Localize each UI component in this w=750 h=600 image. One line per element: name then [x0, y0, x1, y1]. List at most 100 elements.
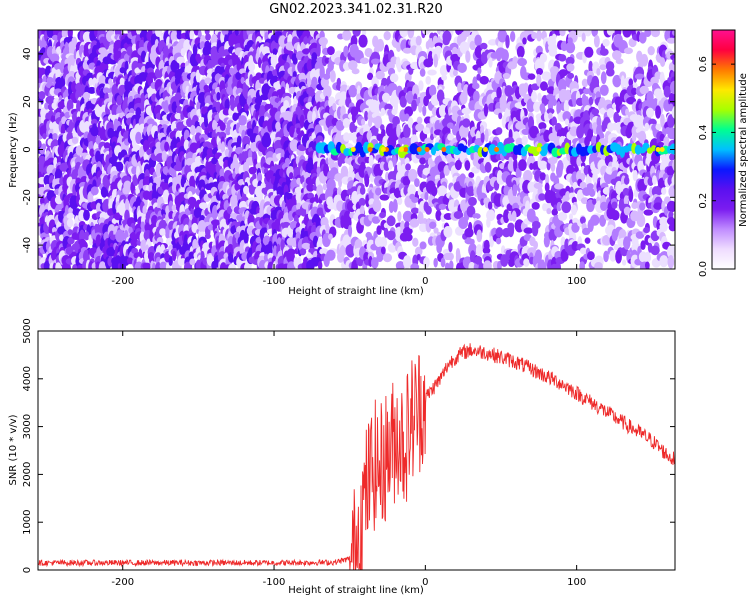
spectrogram-cell: [370, 257, 379, 269]
spectrogram-cell: [293, 256, 299, 268]
spectrogram-cell: [257, 172, 263, 183]
spectrogram-cell: [505, 34, 510, 49]
spectrogram-cell: [358, 34, 368, 48]
carrier-peak-point: [659, 147, 665, 152]
spectrogram-cell: [611, 210, 620, 221]
spectrogram-cell: [622, 30, 632, 38]
spectrogram-cell: [470, 238, 475, 245]
spectrogram-cell: [557, 211, 568, 221]
spectrogram-cell: [190, 124, 196, 136]
spectrogram-cell: [317, 260, 323, 269]
spectrogram-cell: [601, 234, 612, 246]
spectrogram-cell: [411, 99, 417, 112]
spectrogram-cell: [90, 126, 100, 137]
spectrogram-cell: [270, 54, 278, 68]
spectrogram-cell: [457, 82, 463, 93]
spectrogram-cell: [90, 186, 99, 196]
spectrogram-cell: [483, 103, 489, 117]
spectrogram-cell: [380, 246, 386, 255]
spectrogram-cell: [332, 103, 337, 111]
spectrogram-cell: [422, 105, 427, 117]
spectrogram-cell: [386, 215, 396, 227]
spectrogram-cell: [95, 202, 102, 214]
spectrogram-cell: [258, 77, 266, 84]
spectrogram-cell: [326, 249, 336, 261]
spectrogram-cell: [165, 231, 171, 239]
spectrogram-cell: [537, 259, 547, 269]
spectrogram-cell: [383, 30, 391, 41]
spectrogram-cell: [402, 255, 412, 269]
spectrogram-cell: [660, 113, 665, 128]
spectrogram-cell: [536, 30, 542, 42]
spectrogram-cell: [364, 110, 369, 122]
spectrogram-cell: [189, 30, 195, 41]
spectrogram-cell: [244, 103, 249, 112]
spectrogram-cell: [299, 248, 307, 256]
spectrogram-cell: [572, 181, 578, 190]
spectrogram-cell: [484, 128, 489, 143]
spectrogram-cell: [447, 252, 454, 261]
carrier-peak-point: [416, 147, 422, 152]
spectrogram-cell: [396, 123, 401, 138]
spectrogram-cell: [336, 200, 345, 212]
spectrogram-cell: [640, 240, 646, 251]
spectrogram-cell: [659, 57, 666, 67]
spectrogram-cell: [433, 257, 438, 268]
spectrogram-cell: [395, 42, 402, 52]
spectrogram-cell: [551, 208, 558, 216]
spectrogram-cell: [593, 34, 600, 48]
snr-x-tick-label: 100: [567, 577, 586, 588]
spectrogram-cell: [506, 137, 515, 144]
spectrogram-cell: [523, 82, 529, 93]
spectrogram-cell: [327, 46, 335, 56]
spectrogram-cell: [599, 84, 609, 96]
spectrogram-cell: [639, 202, 646, 211]
spectrogram-cell: [216, 91, 221, 101]
spectrogram-cell: [112, 200, 117, 215]
spectrogram-cell: [248, 185, 255, 195]
spectrogram-cell: [531, 91, 538, 103]
spectrogram-cell: [512, 56, 518, 65]
spectrogram-cell: [68, 206, 74, 215]
spectrogram-cell: [558, 54, 567, 62]
spectrogram-cell: [639, 85, 649, 95]
spectrogram-cell: [399, 30, 409, 38]
spectrogram-cell: [372, 198, 382, 213]
spectrogram-cell: [388, 160, 393, 170]
spectrogram-cell: [581, 32, 586, 42]
spectrogram-cell: [155, 163, 162, 177]
spectrogram-cell: [512, 184, 518, 197]
spectrogram-cell: [343, 45, 349, 58]
spectrogram-cell: [309, 197, 320, 204]
spectrogram-cell: [636, 213, 646, 228]
snr-frame: [37, 330, 676, 571]
spectrogram-cell: [424, 191, 429, 201]
spectrogram-cell: [397, 210, 402, 222]
spectrogram-cell: [403, 124, 411, 139]
spectrogram-cell: [521, 135, 528, 146]
spectrogram-cell: [668, 185, 675, 198]
spectrogram-cell: [487, 39, 498, 46]
spectrogram-cell: [644, 30, 652, 38]
spectrogram-cell: [397, 197, 403, 205]
spectrogram-cell: [329, 69, 336, 83]
spectrogram-cell: [661, 187, 667, 195]
spectrogram-cell: [443, 225, 453, 238]
spectrogram-cell: [548, 48, 558, 57]
spectrogram-cell: [539, 81, 548, 92]
spectrogram-cell: [416, 116, 423, 125]
spectrogram-cell: [51, 102, 58, 110]
carrier-peak-point: [350, 147, 356, 152]
spectrogram-cell: [389, 73, 399, 83]
spectrogram-cell: [513, 158, 518, 173]
spectrogram-cell: [600, 201, 608, 211]
snr-x-ticks: -200 -100 0 100: [111, 331, 586, 588]
spectrogram-cell: [375, 187, 382, 196]
spectrogram-cell: [623, 47, 634, 55]
spectrogram-cell: [527, 73, 536, 80]
spectrogram-cell: [579, 216, 586, 225]
spectrogram-cell: [327, 61, 334, 72]
spectrogram-cell: [672, 57, 675, 65]
